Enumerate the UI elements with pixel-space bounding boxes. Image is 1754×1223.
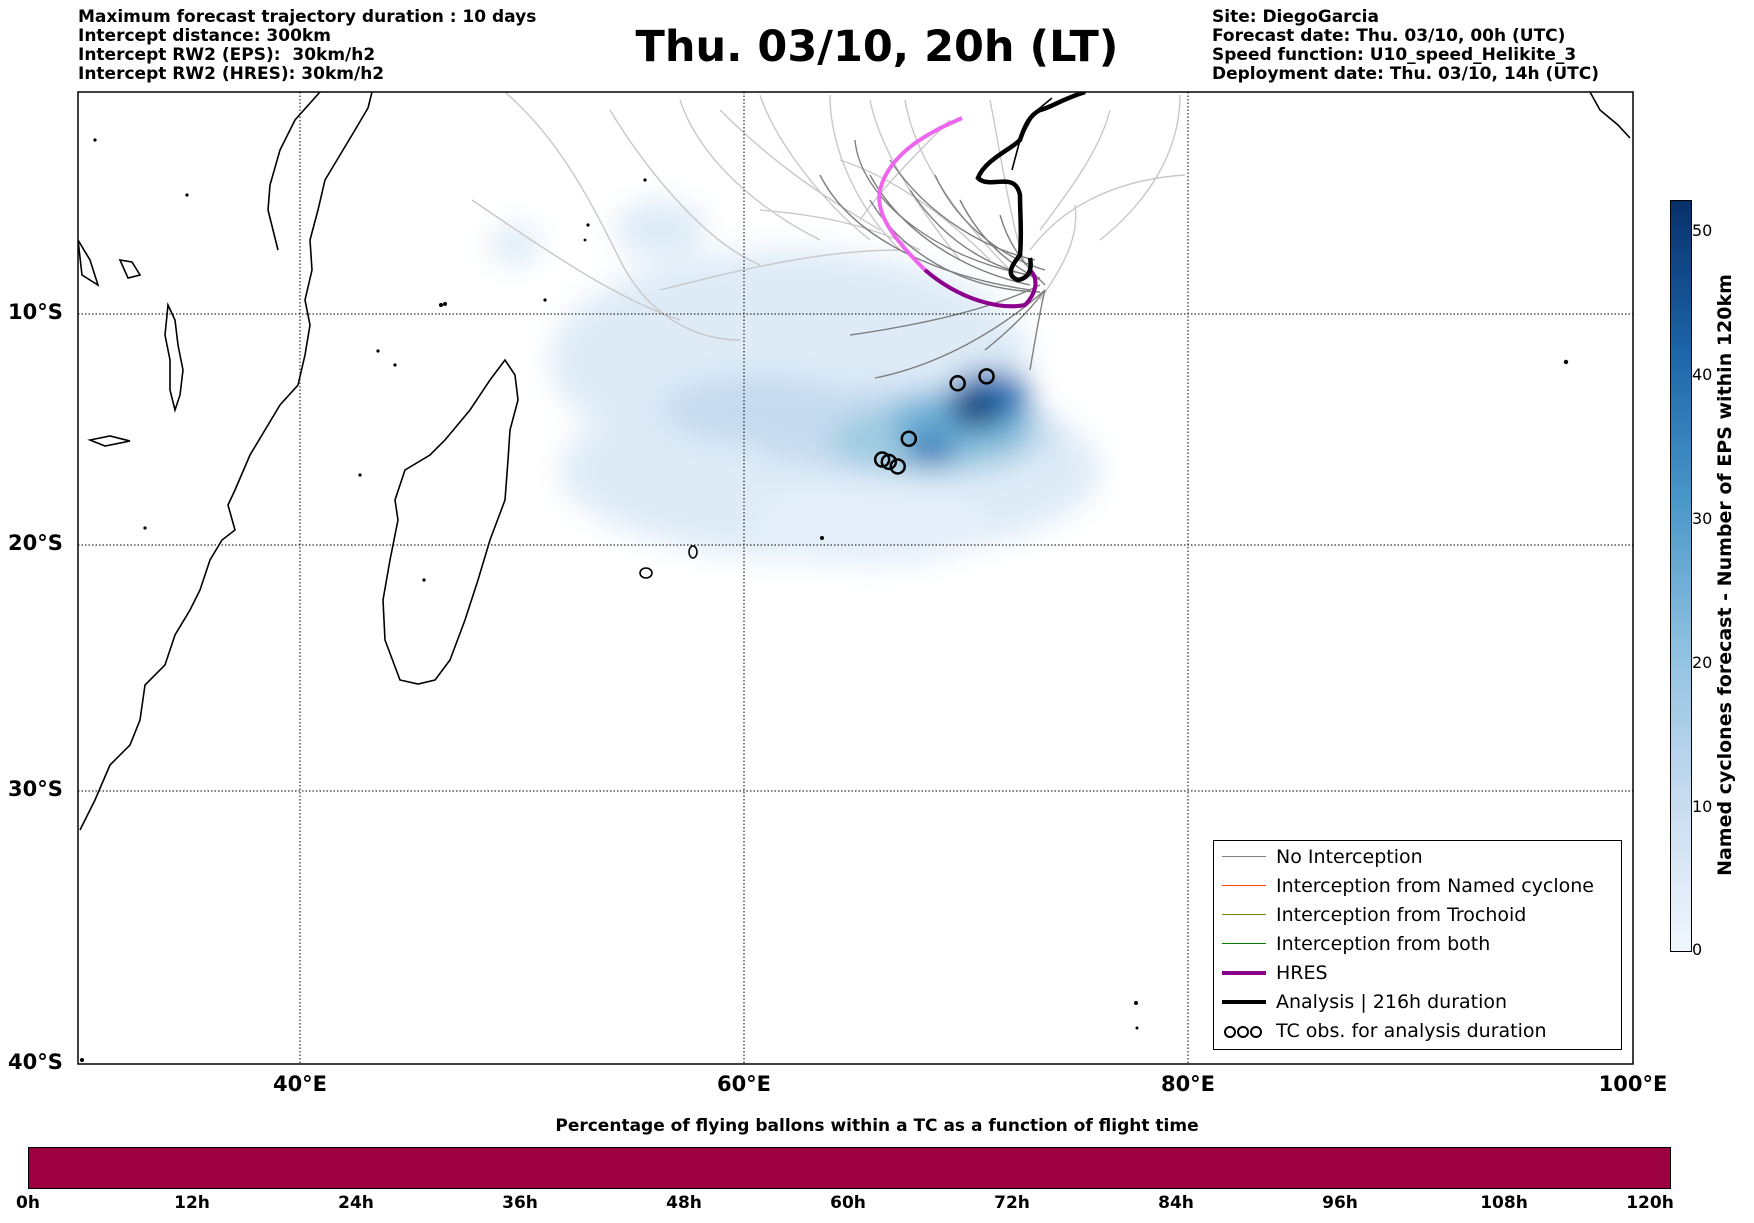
lon-tick-label: 80°E (1160, 1072, 1216, 1096)
header-line: Speed function: U10_speed_Helikite_3 (1212, 45, 1577, 65)
flight-time-tick: 24h (338, 1193, 374, 1213)
flight-time-tick: 0h (16, 1193, 40, 1213)
colorbar-tick: 10 (1692, 797, 1713, 816)
colorbar-label: Named cyclones forecast - Number of EPS … (1714, 274, 1736, 876)
colorbar-tick: 30 (1692, 509, 1713, 528)
tc-obs-marker (880, 453, 898, 471)
eps-tracks (471, 92, 1186, 341)
legend-label: Interception from both (1276, 933, 1491, 955)
header-line: Forecast date: Thu. 03/10, 00h (UTC) (1212, 26, 1566, 46)
header-line: Intercept distance: 300km (78, 26, 331, 46)
tc-obs-marker (949, 375, 966, 392)
lon-tick-label: 60°E (716, 1072, 772, 1096)
header-line: Maximum forecast trajectory duration : 1… (78, 7, 537, 27)
map-legend: No Interception Interception from Named … (1213, 840, 1622, 1050)
tc-obs-marker (889, 458, 906, 475)
legend-label: No Interception (1276, 846, 1423, 868)
header-line: Deployment date: Thu. 03/10, 14h (UTC) (1212, 64, 1599, 84)
colorbar-tick: 40 (1692, 365, 1713, 384)
flight-time-tick: 96h (1322, 1193, 1358, 1213)
flight-time-tick: 48h (666, 1193, 702, 1213)
lat-tick-label: 10°S (8, 300, 63, 324)
analysis-track (975, 92, 1086, 283)
map-frame (77, 91, 1634, 1065)
flight-time-tick: 84h (1158, 1193, 1194, 1213)
hres-track (923, 268, 1038, 309)
colorbar-tick: 50 (1692, 221, 1713, 240)
eps-density-field (490, 200, 1100, 565)
legend-label: TC obs. for analysis duration (1276, 1020, 1547, 1042)
flight-time-tick: 108h (1480, 1193, 1528, 1213)
lat-tick-label: 20°S (8, 531, 63, 555)
eps-tracks-dark (819, 139, 1046, 379)
percentage-bar (28, 1147, 1671, 1189)
header-line: Site: DiegoGarcia (1212, 7, 1379, 27)
flight-time-tick: 12h (174, 1193, 210, 1213)
tc-symbol-icon (1224, 1026, 1262, 1038)
flight-time-tick: 36h (502, 1193, 538, 1213)
lat-tick-label: 30°S (8, 777, 63, 801)
legend-label: Interception from Named cyclone (1276, 875, 1594, 897)
lon-tick-label: 40°E (272, 1072, 328, 1096)
density-colorbar (1670, 200, 1692, 952)
small-islands (80, 138, 1569, 1062)
coastlines (78, 92, 1631, 831)
tc-observations (873, 368, 995, 475)
flight-time-tick: 60h (830, 1193, 866, 1213)
legend-label: HRES (1276, 962, 1328, 984)
tc-obs-marker (978, 368, 995, 385)
header-line: Intercept RW2 (HRES): 30km/h2 (78, 64, 385, 84)
lon-tick-label: 100°E (1598, 1072, 1668, 1096)
header-right-info: Site: DiegoGarcia Forecast date: Thu. 03… (1212, 8, 1599, 84)
flight-time-tick: 120h (1626, 1193, 1674, 1213)
header-left-info: Maximum forecast trajectory duration : 1… (78, 8, 536, 84)
colorbar-tick: 0 (1692, 940, 1703, 959)
legend-label: Interception from Trochoid (1276, 904, 1527, 926)
flight-time-tick: 72h (994, 1193, 1030, 1213)
map-title: Thu. 03/10, 20h (LT) (635, 22, 1119, 72)
colorbar-tick: 20 (1692, 653, 1713, 672)
lat-tick-label: 40°S (8, 1050, 63, 1074)
header-line: Intercept RW2 (EPS): 30km/h2 (78, 45, 376, 65)
percentage-bar-title: Percentage of flying ballons within a TC… (555, 1116, 1199, 1136)
tc-obs-marker (900, 430, 918, 447)
map-grid (78, 92, 1633, 1064)
legend-label: Analysis | 216h duration (1276, 991, 1508, 1013)
